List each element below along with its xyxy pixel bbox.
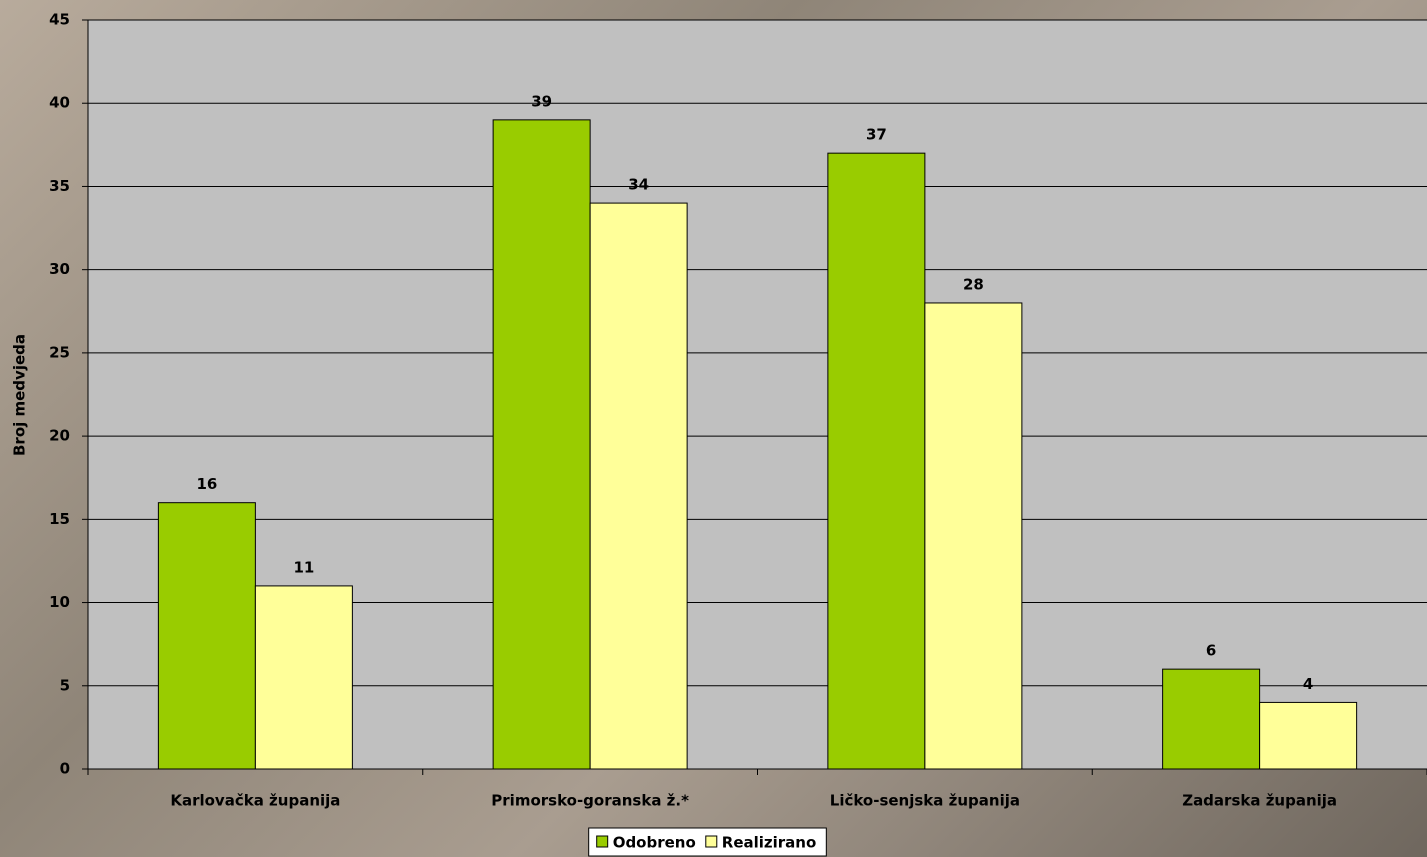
y-tick-label: 10 [49, 593, 70, 611]
y-tick-label: 25 [49, 343, 70, 361]
y-tick-label: 40 [49, 94, 70, 112]
y-axis-label: Broj medvjeda [11, 334, 29, 456]
value-label: 37 [866, 126, 887, 144]
legend-label: Odobreno [613, 834, 696, 852]
y-tick-label: 30 [49, 260, 70, 278]
bar [492, 119, 591, 770]
bar [589, 202, 688, 770]
legend-label: Realizirano [722, 834, 817, 852]
y-tick-label: 35 [49, 177, 70, 195]
y-tick-label: 0 [60, 760, 70, 778]
bar [827, 152, 926, 770]
x-tick-label: Primorsko-goranska ž.* [491, 792, 689, 810]
x-tick-label: Ličko-senjska županija [830, 792, 1020, 810]
value-label: 6 [1206, 642, 1216, 660]
value-label: 4 [1303, 675, 1313, 693]
value-label: 28 [963, 275, 984, 293]
x-tick-label: Zadarska županija [1182, 792, 1337, 810]
value-label: 39 [531, 92, 552, 110]
y-tick-label: 5 [60, 676, 70, 694]
legend-swatch [596, 835, 609, 848]
y-tick-label: 15 [49, 510, 70, 528]
value-label: 11 [293, 558, 314, 576]
bar [1162, 668, 1261, 770]
value-label: 34 [628, 176, 649, 194]
value-label: 16 [196, 475, 217, 493]
bar [157, 502, 256, 770]
y-tick-label: 20 [49, 427, 70, 445]
y-tick-label: 45 [49, 11, 70, 29]
bar [1259, 701, 1358, 770]
bar [924, 302, 1023, 770]
legend-swatch [705, 835, 718, 848]
bar [254, 585, 353, 770]
x-tick-label: Karlovačka županija [170, 792, 340, 810]
